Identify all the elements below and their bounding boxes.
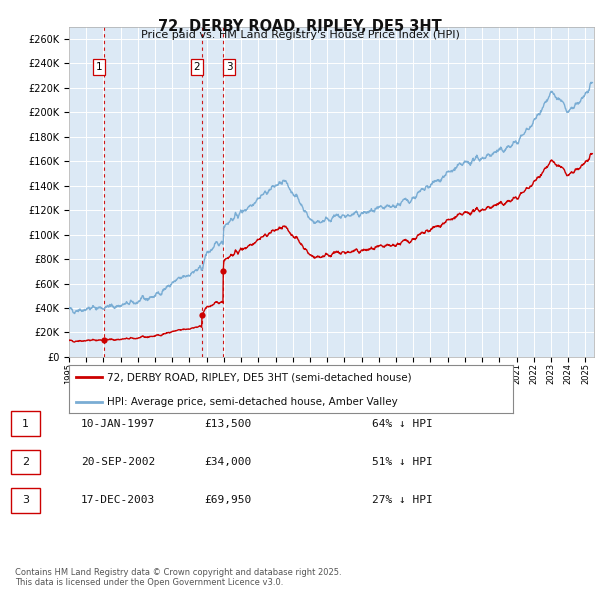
- Text: 10-JAN-1997: 10-JAN-1997: [81, 419, 155, 428]
- Text: HPI: Average price, semi-detached house, Amber Valley: HPI: Average price, semi-detached house,…: [107, 397, 397, 407]
- Text: 2: 2: [22, 457, 29, 467]
- Text: 72, DERBY ROAD, RIPLEY, DE5 3HT (semi-detached house): 72, DERBY ROAD, RIPLEY, DE5 3HT (semi-de…: [107, 372, 412, 382]
- Text: 64% ↓ HPI: 64% ↓ HPI: [372, 419, 433, 428]
- Text: 20-SEP-2002: 20-SEP-2002: [81, 457, 155, 467]
- Text: 17-DEC-2003: 17-DEC-2003: [81, 496, 155, 505]
- Text: Price paid vs. HM Land Registry's House Price Index (HPI): Price paid vs. HM Land Registry's House …: [140, 30, 460, 40]
- Text: 51% ↓ HPI: 51% ↓ HPI: [372, 457, 433, 467]
- Text: £69,950: £69,950: [205, 496, 252, 505]
- Text: 27% ↓ HPI: 27% ↓ HPI: [372, 496, 433, 505]
- Text: £34,000: £34,000: [205, 457, 252, 467]
- Text: 2: 2: [193, 62, 200, 72]
- Text: 1: 1: [22, 419, 29, 428]
- Text: 3: 3: [22, 496, 29, 505]
- Text: £13,500: £13,500: [205, 419, 252, 428]
- Text: 1: 1: [95, 62, 102, 72]
- Text: 72, DERBY ROAD, RIPLEY, DE5 3HT: 72, DERBY ROAD, RIPLEY, DE5 3HT: [158, 19, 442, 34]
- Text: Contains HM Land Registry data © Crown copyright and database right 2025.
This d: Contains HM Land Registry data © Crown c…: [15, 568, 341, 587]
- Text: 3: 3: [226, 62, 232, 72]
